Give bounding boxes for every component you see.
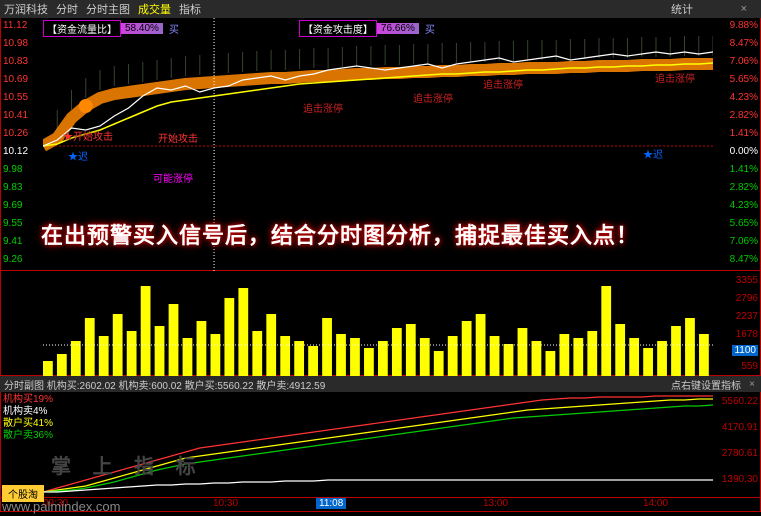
y-tick: 9.41 xyxy=(3,236,22,247)
chart-annotation: 开始攻击 xyxy=(158,130,198,145)
flow-action: 买 xyxy=(169,21,179,36)
close-icon[interactable]: × xyxy=(741,3,747,15)
y-tick: 5.65% xyxy=(730,218,758,229)
sub-header-text: 分时副图 机构买:2602.02 机构卖:600.02 散户买:5560.22 … xyxy=(4,377,325,392)
legend-item: 散户买41% xyxy=(3,418,53,430)
right-hint[interactable]: 点右键设置指标 xyxy=(671,377,741,392)
legend-item: 散户卖36% xyxy=(3,430,53,442)
watermark: 掌 上 指 标 xyxy=(51,450,204,479)
vol-tick: 1100 xyxy=(732,345,758,356)
y-tick: 8.47% xyxy=(730,38,758,49)
y-tick: 9.83 xyxy=(3,182,22,193)
vol-tick: 559 xyxy=(741,361,758,372)
y-tick: 1.41% xyxy=(730,164,758,175)
y-tick: 10.83 xyxy=(3,56,28,67)
time-tick: 11:08 xyxy=(316,498,346,509)
sub-header: 分时副图 机构买:2602.02 机构卖:600.02 散户买:5560.22 … xyxy=(0,376,761,392)
mode-2[interactable]: 分时主图 xyxy=(86,1,130,17)
y-tick: 4.23% xyxy=(730,200,758,211)
y-tick: 10.98 xyxy=(3,38,28,49)
time-tick: 14:00 xyxy=(643,498,668,509)
sub-legend: 机构买19%机构卖4%散户买41%散户卖36% xyxy=(3,394,53,442)
chart-annotation: 可能涨停 xyxy=(153,170,193,185)
chart-annotation: ★迟 xyxy=(643,146,663,161)
legend-item: 机构买19% xyxy=(3,394,53,406)
chart-annotation: ★开始攻击 xyxy=(63,128,113,143)
attack-action: 买 xyxy=(425,21,435,36)
chart-annotation: 追击涨停 xyxy=(413,90,453,105)
mode-1[interactable]: 分时 xyxy=(56,1,78,17)
chart-annotation: ★迟 xyxy=(68,148,88,163)
y-tick: 9.55 xyxy=(3,218,22,229)
y-tick: 9.98 xyxy=(3,164,22,175)
chart-annotation: 追击涨停 xyxy=(483,76,523,91)
indicator-label[interactable]: 指标 xyxy=(179,1,201,17)
y-tick: 0.00% xyxy=(730,146,758,157)
vol-tick: 1678 xyxy=(736,329,758,340)
y-tick: 2.82% xyxy=(730,182,758,193)
attack-pct: 76.66% xyxy=(377,23,419,34)
volume-chart[interactable]: 3355 2796 2237 1678 1100 559 xyxy=(0,271,761,376)
vol-tick: 2237 xyxy=(736,311,758,322)
y-tick: 10.41 xyxy=(3,110,28,121)
overlay-message: 在出预警买入信号后，结合分时图分析，捕捉最佳买入点！ xyxy=(41,218,720,250)
vol-tick: 2796 xyxy=(736,293,758,304)
stock-name[interactable]: 万润科技 xyxy=(4,1,48,17)
chart-annotation: 追击涨停 xyxy=(655,70,695,85)
y-tick: 8.47% xyxy=(730,254,758,265)
y-tick: 7.06% xyxy=(730,56,758,67)
y-tick: 10.69 xyxy=(3,74,28,85)
y-tick: 5.65% xyxy=(730,74,758,85)
y-tick: 7.06% xyxy=(730,236,758,247)
legend-item: 机构卖4% xyxy=(3,406,53,418)
y-tick: 9.26 xyxy=(3,254,22,265)
y-tick: 4.23% xyxy=(730,92,758,103)
sub-tick: 4170.91 xyxy=(722,422,758,433)
flow-pct: 58.40% xyxy=(121,23,163,34)
volume-svg xyxy=(43,271,758,376)
url-watermark: www.palmindex.com xyxy=(2,499,121,514)
y-tick: 10.55 xyxy=(3,92,28,103)
main-chart: 11.12 10.98 10.83 10.69 10.55 10.41 10.26 10.12… xyxy=(0,18,761,271)
sub-tick: 1390.30 xyxy=(722,474,758,485)
y-tick: 1.41% xyxy=(730,128,758,139)
chart-annotation: 追击涨停 xyxy=(303,100,343,115)
time-tick: 13:00 xyxy=(483,498,508,509)
indicator-bar: 【资金流量比】 58.40% 买 【资金攻击度】 76.66% 买 xyxy=(43,20,455,37)
y-tick: 10.12 xyxy=(3,146,28,157)
y-tick: 9.69 xyxy=(3,200,22,211)
y-tick: 10.26 xyxy=(3,128,28,139)
vol-tick: 3355 xyxy=(736,275,758,286)
sub-close-icon[interactable]: × xyxy=(749,379,755,390)
attack-label: 【资金攻击度】 xyxy=(299,20,377,37)
y-tick: 2.82% xyxy=(730,110,758,121)
flow-label: 【资金流量比】 xyxy=(43,20,121,37)
header-bar: 万润科技 分时 分时主图 成交量 指标 统计 × xyxy=(0,0,761,18)
time-tick: 10:30 xyxy=(213,498,238,509)
sub-tick: 2780.61 xyxy=(722,448,758,459)
y-tick: 11.12 xyxy=(3,20,27,31)
sub-tick: 5560.22 xyxy=(722,396,758,407)
sub-svg xyxy=(43,392,758,498)
vol-label[interactable]: 成交量 xyxy=(138,1,171,17)
y-tick: 9.88% xyxy=(730,20,758,31)
stat-link[interactable]: 统计 xyxy=(671,1,693,17)
sub-chart[interactable]: 机构买19%机构卖4%散户买41%散户卖36% 掌 上 指 标 5560.22 4… xyxy=(0,392,761,498)
